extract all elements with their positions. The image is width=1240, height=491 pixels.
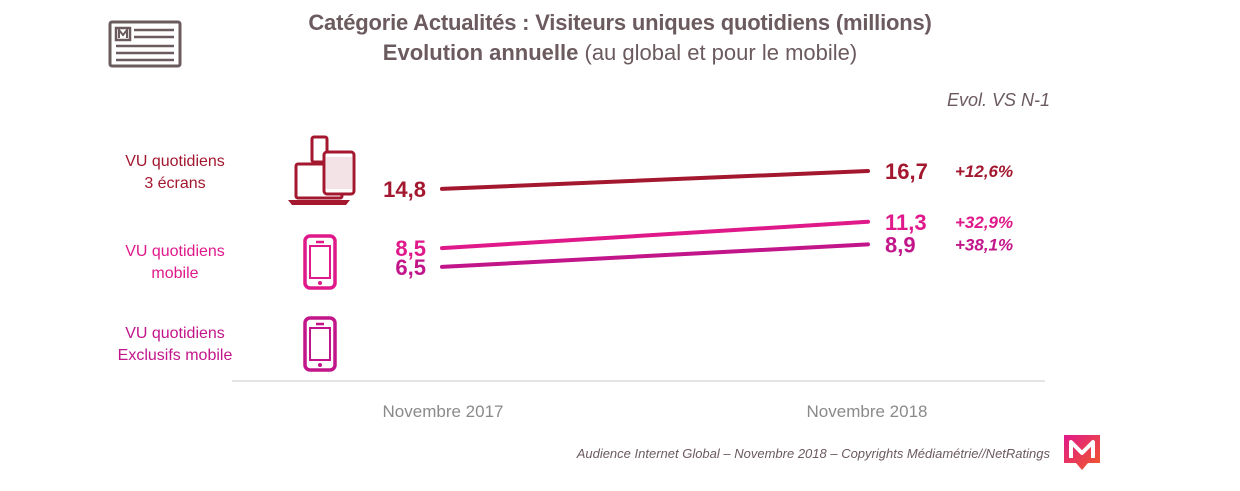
series-line-exclusive-mobile <box>440 242 870 269</box>
row-label-line1: VU quotidiens <box>125 325 225 342</box>
x-tick-label-2017: Novembre 2017 <box>382 402 504 421</box>
row-label-line2: mobile <box>151 265 199 282</box>
evolution-header: Evol. VS N-1 <box>946 90 1050 110</box>
data-label-mobile-2017: 8,5 <box>395 236 426 261</box>
row-label-exclusive-mobile: VU quotidiens Exclusifs mobile <box>90 323 260 367</box>
smartphone-icon <box>302 316 338 372</box>
evolution-label-mobile: +32,9% <box>955 213 1013 232</box>
data-label-exclusive-mobile-2018: 8,9 <box>885 232 916 257</box>
row-label-three-screens: VU quotidiens 3 écrans <box>90 151 260 195</box>
newspaper-icon <box>108 20 184 68</box>
row-label-line1: VU quotidiens <box>125 243 225 260</box>
multi-device-icon <box>286 134 360 210</box>
chart-title: Catégorie Actualités : Visiteurs uniques… <box>308 10 932 35</box>
row-label-line1: VU quotidiens <box>125 153 225 170</box>
footer-source: Audience Internet Global – Novembre 2018… <box>576 446 1050 461</box>
evolution-label-exclusive-mobile: +38,1% <box>955 235 1013 254</box>
smartphone-icon <box>302 234 338 290</box>
data-label-exclusive-mobile-2017: 6,5 <box>395 255 426 280</box>
chart-subtitle: Evolution annuelle (au global et pour le… <box>0 40 1240 66</box>
series-line-three-screens <box>440 169 870 191</box>
data-label-mobile-2018: 11,3 <box>885 210 927 235</box>
data-label-three-screens-2018: 16,7 <box>885 159 928 184</box>
row-label-line2: Exclusifs mobile <box>117 347 233 364</box>
series-line-mobile <box>440 219 870 251</box>
x-tick-label-2018: Novembre 2018 <box>806 402 928 421</box>
row-label-line2: 3 écrans <box>144 175 206 192</box>
row-label-mobile: VU quotidiens mobile <box>90 241 260 285</box>
mediametrie-logo <box>1062 433 1102 471</box>
chart-subtitle-rest: (au global et pour le mobile) <box>578 40 858 65</box>
chart-subtitle-bold: Evolution annuelle <box>382 40 579 65</box>
evolution-label-three-screens: +12,6% <box>955 162 1013 181</box>
data-label-three-screens-2017: 14,8 <box>383 177 426 202</box>
